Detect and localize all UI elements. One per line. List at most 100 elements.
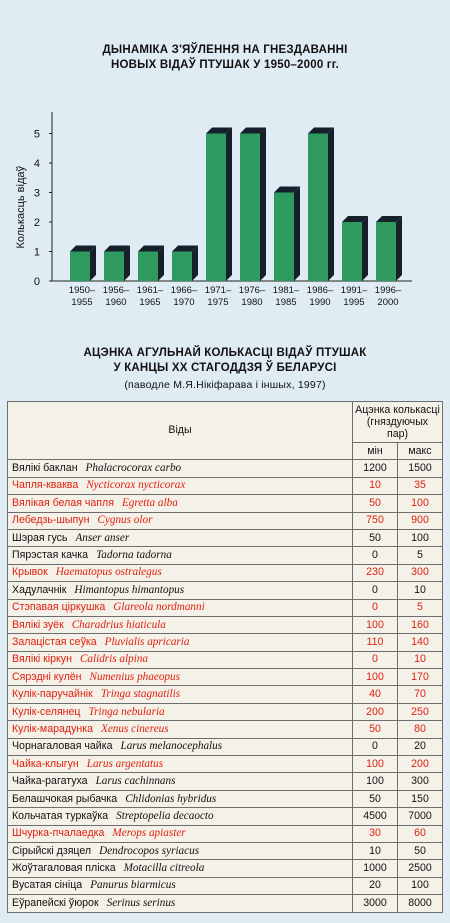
min-value: 0: [352, 650, 398, 670]
bar: [274, 192, 294, 281]
bar-top: [206, 127, 232, 134]
species-column-header: Віды: [7, 400, 353, 461]
x-tick-label: 1961–: [137, 285, 164, 296]
species-name: Вялікі баклан: [12, 462, 78, 475]
table-row: Сярэдні кулён Numenius phaeopus 100 170: [7, 668, 443, 687]
x-tick-label: 1976–: [239, 285, 266, 296]
min-value: 0: [352, 581, 398, 600]
min-value: 0: [352, 737, 398, 757]
species-name: Чайка-рагатуха: [12, 775, 88, 788]
x-tick-label: 1990: [309, 297, 330, 308]
bar: [376, 222, 396, 281]
species-cell: Чапля-кваква Nycticorax nycticorax: [7, 476, 353, 496]
species-cell: Крывок Haematopus ostralegus: [7, 563, 353, 583]
y-tick-label: 0: [34, 276, 40, 288]
bar: [104, 251, 124, 281]
species-cell: Вялікі кіркун Calidris alpina: [7, 650, 353, 670]
species-cell: Хадулачнік Himantopus himantopus: [7, 581, 353, 600]
species-name: Залацістая сеўка: [12, 635, 97, 648]
species-cell: Вусатая сініца Panurus biarmicus: [7, 876, 353, 896]
min-value: 50: [352, 494, 398, 513]
species-cell: Шчурка-пчалаедка Merops apiaster: [7, 824, 353, 843]
max-value: 8000: [397, 894, 443, 913]
table-title-line1: АЦЭНКА АГУЛЬНАЙ КОЛЬКАСЦІ ВІДАЎ ПТУШАК: [83, 347, 367, 359]
table-row: Еўрапейскі ўюрок Serinus serinus 3000 8000: [7, 894, 443, 913]
species-latin-name: Larus melanocephalus: [120, 740, 223, 753]
table-row: Кулік-марадунка Xenus cinereus 50 80: [7, 720, 443, 739]
bar-side: [260, 127, 266, 281]
y-tick-label: 1: [34, 247, 40, 259]
species-latin-name: Panurus biarmicus: [90, 879, 176, 892]
max-value: 300: [397, 772, 443, 791]
table-row: Чайка-клыгун Larus argentatus 100 200: [7, 755, 443, 774]
max-value: 150: [397, 789, 443, 809]
bar-top: [308, 127, 334, 134]
max-value: 80: [397, 720, 443, 739]
min-value: 1000: [352, 859, 398, 878]
x-tick-label: 2000: [377, 297, 398, 308]
table-row: Чапля-кваква Nycticorax nycticorax 10 35: [7, 476, 443, 496]
table-row: Вялікі зуёк Charadrius hiaticula 100 160: [7, 615, 443, 635]
min-value: 20: [352, 876, 398, 896]
species-cell: Вялікі зуёк Charadrius hiaticula: [7, 615, 353, 635]
min-value: 50: [352, 528, 398, 548]
table-row: Жоўтагаловая пліска Motacilla citreola 100…: [7, 859, 443, 878]
table-row: Вялікі кіркун Calidris alpina 0 10: [7, 650, 443, 670]
table-row: Вялікая белая чапля Egretta alba 50 100: [7, 494, 443, 513]
species-name: Сірыйскі дзяцел: [12, 844, 92, 857]
table-row: Шэрая гусь Anser anser 50 100: [7, 528, 443, 548]
species-name: Вялікі кіркун: [12, 653, 72, 666]
max-value: 1500: [397, 459, 443, 478]
table-row: Хадулачнік Himantopus himantopus 0 10: [7, 581, 443, 600]
species-name: Кулік-марадунка: [12, 722, 93, 735]
max-value: 7000: [397, 807, 443, 826]
estimate-header-line2: (гняздуючых пар): [366, 416, 429, 440]
species-cell: Жоўтагаловая пліска Motacilla citreola: [7, 859, 353, 878]
bar-side: [328, 127, 334, 281]
bar-side: [294, 186, 300, 281]
x-tick-label: 1966–: [171, 285, 198, 296]
max-value: 35: [397, 476, 443, 496]
bar-top: [172, 245, 198, 252]
species-latin-name: Calidris alpina: [79, 653, 149, 666]
x-tick-label: 1980: [241, 297, 262, 308]
max-value: 100: [397, 494, 443, 513]
species-latin-name: Numenius phaeopus: [89, 670, 180, 683]
max-value: 300: [397, 563, 443, 583]
bar-side: [192, 245, 198, 281]
bar-chart: 0 1 2 3 4 5 Колькасць відаў 1950–1955 1956–1960 1…: [15, 112, 412, 308]
species-cell: Чайка-рагатуха Larus cachinnans: [7, 772, 353, 791]
table-source: (паводле М.Я.Нікіфарава і іншых, 1997): [124, 379, 326, 391]
x-tick-label: 1975: [207, 297, 228, 308]
species-name: Чапля-кваква: [12, 479, 79, 492]
max-column-header: макс: [397, 441, 443, 461]
species-name: Шчурка-пчалаедка: [12, 827, 105, 840]
table-row: Вусатая сініца Panurus biarmicus 20 100: [7, 876, 443, 896]
bar-top: [274, 186, 300, 193]
min-value: 750: [352, 511, 398, 530]
species-cell: Кольчатая туркаўка Streptopelia decaocto: [7, 807, 353, 826]
max-value: 70: [397, 685, 443, 704]
x-tick-label: 1985: [275, 297, 296, 308]
x-tick-label: 1986–: [307, 285, 334, 296]
x-tick-label: 1955: [71, 297, 92, 308]
bar: [342, 222, 362, 281]
x-tick-label: 1996–: [375, 285, 402, 296]
max-value: 100: [397, 876, 443, 896]
species-latin-name: Anser anser: [75, 531, 130, 544]
species-name: Лебедзь-шыпун: [12, 514, 90, 527]
chart-title-line2: НОВЫХ ВІДАЎ ПТУШАК У 1950–2000 гг.: [110, 59, 340, 71]
species-cell: Кулік-марадунка Xenus cinereus: [7, 720, 353, 739]
min-value: 50: [352, 789, 398, 809]
bar-top: [104, 245, 130, 252]
species-latin-name: Haematopus ostralegus: [55, 566, 162, 579]
x-tick-label: 1995: [343, 297, 364, 308]
x-tick-label: 1960: [105, 297, 126, 308]
table-title-line2: У КАНЦЫ XX СТАГОДДЗЯ Ў БЕЛАРУСІ: [113, 362, 337, 374]
table-row: Стэпавая ціркушка Glareola nordmanni 0 5: [7, 598, 443, 617]
x-tick-label: 1950–: [69, 285, 96, 296]
species-name: Сярэдні кулён: [12, 670, 82, 683]
chart-title-line1: ДЫНАМІКА З'ЯЎЛЕННЯ НА ГНЕЗДАВАННІ: [102, 44, 348, 56]
species-name: Чайка-клыгун: [12, 757, 79, 770]
max-value: 200: [397, 755, 443, 774]
